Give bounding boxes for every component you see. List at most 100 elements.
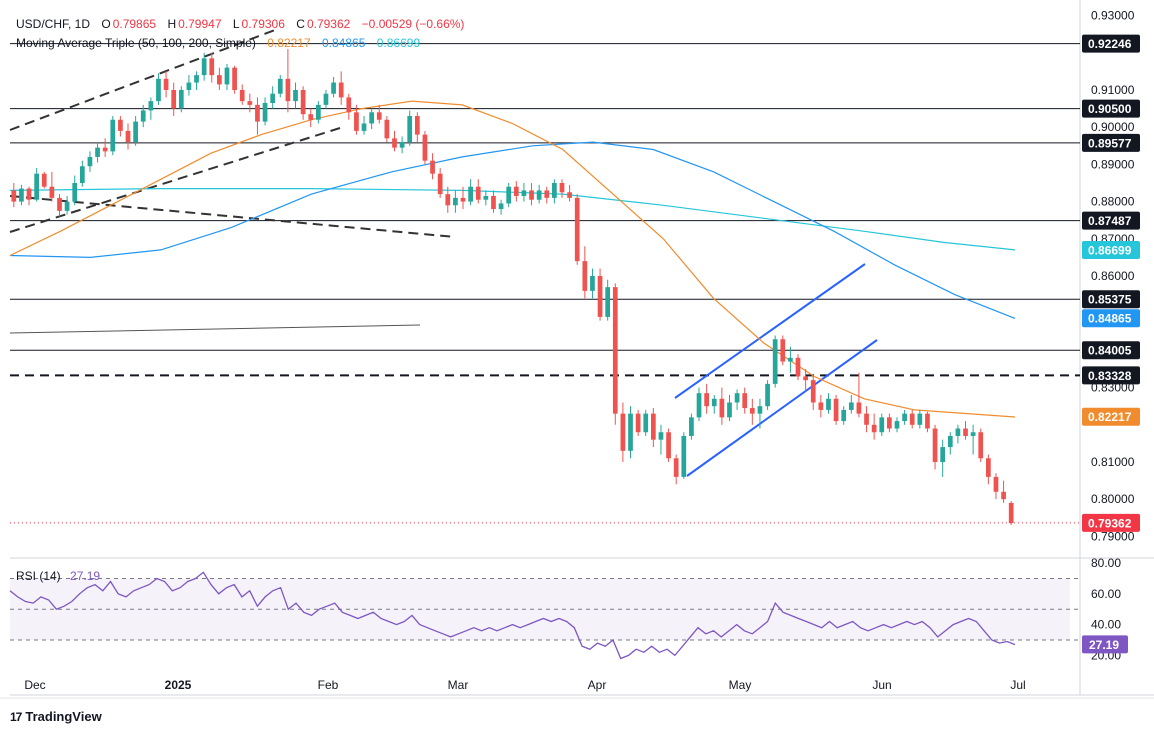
candle[interactable]: [255, 97, 260, 135]
candle[interactable]: [87, 151, 93, 172]
candle[interactable]: [605, 279, 611, 321]
candle[interactable]: [567, 184, 572, 202]
candle[interactable]: [628, 406, 633, 459]
candle[interactable]: [734, 389, 740, 410]
last-price-tag[interactable]: 0.79362: [1082, 513, 1140, 532]
rsi-title[interactable]: RSI (14): [16, 569, 61, 583]
candle[interactable]: [993, 473, 999, 500]
candle[interactable]: [673, 454, 679, 485]
candle[interactable]: [453, 190, 458, 213]
candle[interactable]: [841, 406, 847, 425]
candle[interactable]: [430, 153, 435, 180]
candle[interactable]: [902, 409, 907, 425]
ma50-price-tag[interactable]: 0.82217: [1082, 407, 1140, 426]
candle[interactable]: [780, 335, 786, 366]
ma200-price-tag[interactable]: 0.86699: [1082, 240, 1140, 259]
candle[interactable]: [186, 75, 192, 96]
candle[interactable]: [772, 335, 778, 388]
candle[interactable]: [346, 93, 352, 120]
candle[interactable]: [110, 116, 116, 156]
candle[interactable]: [11, 182, 17, 208]
ma-title[interactable]: Moving Average Triple (50, 100, 200, Sim…: [16, 36, 256, 50]
candle[interactable]: [95, 142, 100, 163]
candle[interactable]: [308, 108, 314, 128]
candle[interactable]: [795, 354, 801, 381]
candle[interactable]: [140, 104, 146, 128]
candle[interactable]: [529, 182, 534, 206]
candle[interactable]: [871, 413, 877, 440]
candle[interactable]: [658, 424, 664, 455]
candle[interactable]: [582, 246, 588, 299]
candle[interactable]: [285, 49, 291, 113]
candle[interactable]: [856, 372, 862, 418]
symbol-label[interactable]: USD/CHF, 1D: [16, 17, 91, 31]
candle[interactable]: [201, 52, 207, 81]
level-tag-3[interactable]: 0.87487: [1082, 211, 1140, 230]
candle[interactable]: [445, 186, 451, 213]
candle[interactable]: [247, 93, 253, 113]
candle[interactable]: [757, 398, 763, 429]
candle[interactable]: [323, 89, 329, 109]
candle[interactable]: [468, 179, 473, 206]
candle[interactable]: [749, 398, 755, 425]
candle[interactable]: [49, 171, 55, 202]
candle[interactable]: [460, 186, 466, 210]
candle[interactable]: [879, 413, 885, 436]
candle[interactable]: [277, 75, 283, 98]
candle[interactable]: [19, 184, 24, 206]
candle[interactable]: [217, 67, 222, 90]
candle[interactable]: [1001, 480, 1006, 503]
candle[interactable]: [125, 123, 131, 150]
candle[interactable]: [689, 413, 694, 440]
candle[interactable]: [909, 409, 915, 429]
candle[interactable]: [711, 395, 717, 414]
ma200-line[interactable]: [9, 188, 1016, 251]
candle[interactable]: [803, 368, 808, 392]
candle[interactable]: [955, 424, 961, 444]
candle[interactable]: [79, 160, 85, 187]
candle[interactable]: [742, 387, 748, 414]
candle[interactable]: [232, 65, 237, 94]
candle[interactable]: [552, 179, 557, 204]
candle[interactable]: [963, 421, 968, 440]
candle[interactable]: [887, 413, 892, 433]
candle[interactable]: [178, 86, 184, 113]
candle[interactable]: [620, 402, 626, 462]
candle[interactable]: [788, 346, 793, 373]
candle[interactable]: [194, 71, 199, 90]
candle[interactable]: [650, 408, 656, 448]
candle[interactable]: [102, 138, 108, 157]
candle[interactable]: [635, 409, 641, 436]
candle[interactable]: [315, 101, 321, 124]
level-tag-5[interactable]: 0.84005: [1082, 341, 1140, 360]
candle[interactable]: [338, 71, 344, 105]
candle[interactable]: [536, 184, 542, 204]
candle[interactable]: [133, 116, 138, 146]
candle[interactable]: [932, 424, 938, 470]
candle[interactable]: [833, 395, 839, 425]
candle[interactable]: [57, 194, 62, 217]
candle[interactable]: [361, 116, 367, 135]
candle[interactable]: [826, 393, 831, 414]
candle[interactable]: [156, 73, 161, 105]
candle[interactable]: [293, 82, 298, 109]
candle[interactable]: [810, 376, 816, 410]
candle[interactable]: [925, 411, 930, 433]
candle[interactable]: [483, 190, 489, 206]
tradingview-branding[interactable]: 17 TradingView: [10, 709, 102, 724]
candle[interactable]: [940, 439, 946, 477]
candle[interactable]: [407, 110, 413, 146]
candle[interactable]: [369, 108, 375, 130]
candle[interactable]: [262, 97, 268, 126]
rsi-price-tag[interactable]: 27.19: [1082, 635, 1128, 654]
candle[interactable]: [26, 186, 32, 206]
candle[interactable]: [544, 186, 550, 204]
candle[interactable]: [696, 387, 702, 422]
candle[interactable]: [681, 432, 687, 479]
candle[interactable]: [719, 387, 725, 425]
candle[interactable]: [399, 136, 405, 154]
candle[interactable]: [376, 104, 382, 124]
candle[interactable]: [574, 194, 580, 265]
candle[interactable]: [498, 199, 504, 215]
horizontal-ray[interactable]: [9, 324, 421, 334]
